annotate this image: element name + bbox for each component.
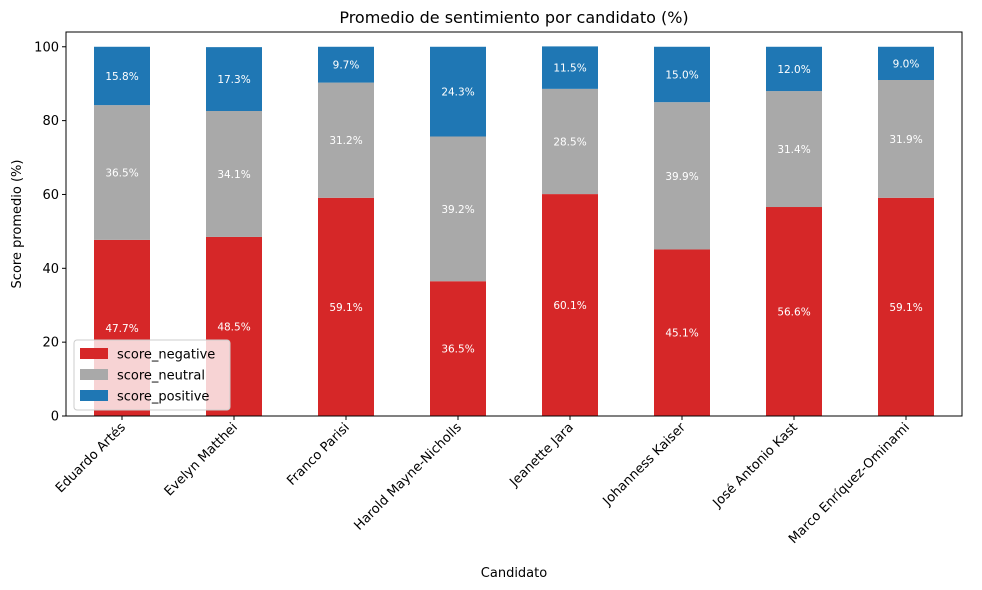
bar-score_negative-5 bbox=[654, 249, 710, 416]
bar-label-score_neutral-0: 36.5% bbox=[105, 167, 138, 179]
bar-score_negative-7 bbox=[878, 197, 934, 416]
bar-label-score_positive-6: 12.0% bbox=[777, 64, 810, 76]
y-axis-label: Score promedio (%) bbox=[10, 160, 25, 289]
bar-label-score_positive-5: 15.0% bbox=[665, 69, 698, 81]
bar-score_positive-2 bbox=[318, 46, 374, 83]
bar-labels-group: 47.7% 36.5% 15.8% 48.5% 34.1% 17.3% 59.1% 31.2%… bbox=[105, 58, 922, 355]
x-tick-label-7: Marco Enríquez-Ominami bbox=[786, 420, 913, 547]
x-tick-label-6: José Antonio Kast bbox=[710, 420, 801, 511]
bar-score_negative-4 bbox=[542, 194, 598, 416]
legend-swatch-score_positive bbox=[80, 390, 108, 401]
bar-score_neutral-7 bbox=[878, 80, 934, 198]
x-tick-label-0: Eduardo Artés bbox=[53, 420, 129, 496]
bar-label-score_neutral-4: 28.5% bbox=[553, 136, 586, 148]
bar-score_neutral-1 bbox=[206, 111, 262, 237]
bar-label-score_neutral-2: 31.2% bbox=[329, 135, 362, 147]
x-axis-label: Candidato bbox=[481, 566, 547, 581]
bar-score_negative-6 bbox=[766, 207, 822, 416]
bar-label-score_negative-7: 59.1% bbox=[889, 302, 922, 314]
y-axis: 0 20 40 60 80 100 bbox=[34, 40, 66, 425]
bar-label-score_positive-3: 24.3% bbox=[441, 87, 474, 99]
legend: score_negative score_neutral score_positiv… bbox=[73, 339, 231, 411]
bar-label-score_negative-5: 45.1% bbox=[665, 328, 698, 340]
legend-label-score_positive: score_positive bbox=[117, 390, 209, 405]
plot-frame bbox=[65, 31, 963, 417]
legend-swatch-score_neutral bbox=[80, 369, 108, 380]
bar-label-score_negative-2: 59.1% bbox=[329, 302, 362, 314]
bar-score_positive-6 bbox=[766, 46, 822, 92]
bar-score_negative-3 bbox=[430, 281, 486, 416]
bar-score_positive-1 bbox=[206, 47, 262, 112]
bar-label-score_positive-7: 9.0% bbox=[893, 58, 920, 70]
legend-box bbox=[73, 339, 231, 411]
bar-label-score_neutral-3: 39.2% bbox=[441, 204, 474, 216]
bar-score_neutral-3 bbox=[430, 136, 486, 282]
bar-label-score_negative-3: 36.5% bbox=[441, 344, 474, 356]
bar-score_positive-0 bbox=[94, 46, 150, 106]
bar-label-score_positive-4: 11.5% bbox=[553, 63, 586, 75]
bar-score_positive-5 bbox=[654, 46, 710, 103]
bar-score_neutral-2 bbox=[318, 82, 374, 198]
y-tick-label-0: 0 bbox=[51, 410, 59, 425]
bar-score_neutral-5 bbox=[654, 102, 710, 250]
y-tick-label-40: 40 bbox=[42, 262, 59, 277]
legend-label-score_negative: score_negative bbox=[117, 348, 215, 363]
bar-score_positive-7 bbox=[878, 46, 934, 80]
bar-score_neutral-6 bbox=[766, 91, 822, 208]
x-tick-label-5: Johanness Kaiser bbox=[600, 420, 690, 510]
bar-label-score_negative-6: 56.6% bbox=[777, 307, 810, 319]
bar-label-score_negative-0: 47.7% bbox=[105, 323, 138, 335]
y-tick-label-60: 60 bbox=[42, 188, 59, 203]
x-tick-label-3: Harold Mayne-Nicholls bbox=[352, 420, 465, 533]
bar-score_neutral-4 bbox=[542, 88, 598, 195]
bar-score_neutral-0 bbox=[94, 105, 150, 240]
bar-label-score_positive-0: 15.8% bbox=[105, 71, 138, 83]
chart-title: Promedio de sentimiento por candidato (%… bbox=[339, 8, 688, 27]
bar-label-score_neutral-5: 39.9% bbox=[665, 171, 698, 183]
bar-score_positive-4 bbox=[542, 46, 598, 89]
bar-label-score_positive-2: 9.7% bbox=[333, 60, 360, 72]
x-axis: Eduardo Artés Evelyn Matthei Franco Parisi… bbox=[53, 416, 913, 547]
bar-score_positive-3 bbox=[430, 46, 486, 137]
y-tick-label-20: 20 bbox=[42, 336, 59, 351]
bar-label-score_negative-1: 48.5% bbox=[217, 321, 250, 333]
x-tick-label-2: Franco Parisi bbox=[284, 420, 353, 489]
bars-group bbox=[94, 46, 934, 416]
x-tick-label-4: Jeanette Jara bbox=[506, 420, 576, 490]
bar-label-score_neutral-7: 31.9% bbox=[889, 134, 922, 146]
x-tick-label-1: Evelyn Matthei bbox=[162, 420, 241, 499]
legend-swatch-score_negative bbox=[80, 348, 108, 359]
bar-score_negative-2 bbox=[318, 197, 374, 416]
bar-label-score_neutral-6: 31.4% bbox=[777, 144, 810, 156]
bar-label-score_positive-1: 17.3% bbox=[217, 74, 250, 86]
bar-label-score_neutral-1: 34.1% bbox=[217, 169, 250, 181]
y-tick-label-80: 80 bbox=[42, 114, 59, 129]
y-tick-label-100: 100 bbox=[34, 40, 59, 55]
legend-label-score_neutral: score_neutral bbox=[117, 369, 205, 384]
bar-label-score_negative-4: 60.1% bbox=[553, 300, 586, 312]
